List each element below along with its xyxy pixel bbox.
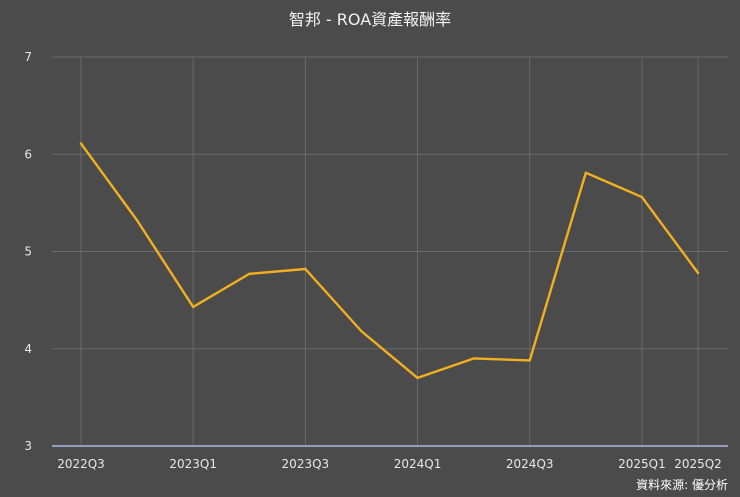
- x-tick-label: 2024Q3: [506, 457, 554, 471]
- x-tick-label: 2022Q3: [57, 457, 105, 471]
- data-point: [640, 195, 644, 199]
- series-line: [79, 142, 700, 380]
- chart-title: 智邦 - ROA資產報酬率: [289, 10, 451, 29]
- x-tick-label: 2025Q1: [618, 457, 666, 471]
- y-tick-label: 6: [24, 147, 32, 161]
- data-point: [584, 171, 588, 174]
- data-point: [472, 357, 475, 360]
- source-label: 資料來源: 優分析: [636, 478, 728, 492]
- series-layer: [79, 142, 700, 380]
- data-point: [248, 272, 251, 276]
- x-tick-label: 2023Q3: [282, 457, 330, 471]
- x-tick-label: 2024Q1: [394, 457, 442, 471]
- data-point: [696, 271, 700, 275]
- data-point: [135, 219, 139, 222]
- grid-layer: [52, 56, 728, 446]
- x-tick-label: 2025Q2: [674, 457, 722, 471]
- data-point: [416, 376, 419, 380]
- data-point: [304, 267, 307, 271]
- x-tick-label: 2023Q1: [169, 457, 217, 471]
- data-point: [360, 330, 363, 333]
- y-tick-label: 5: [24, 245, 32, 259]
- y-tick-label: 4: [24, 342, 32, 356]
- y-tick-label: 3: [24, 439, 32, 453]
- data-point: [528, 359, 531, 362]
- data-point: [79, 142, 83, 145]
- data-point: [191, 305, 195, 309]
- text-layer: 智邦 - ROA資產報酬率 資料來源: 優分析 3 4 5 6 7 2022Q3 2023Q…: [24, 10, 728, 492]
- y-tick-label: 7: [24, 50, 32, 64]
